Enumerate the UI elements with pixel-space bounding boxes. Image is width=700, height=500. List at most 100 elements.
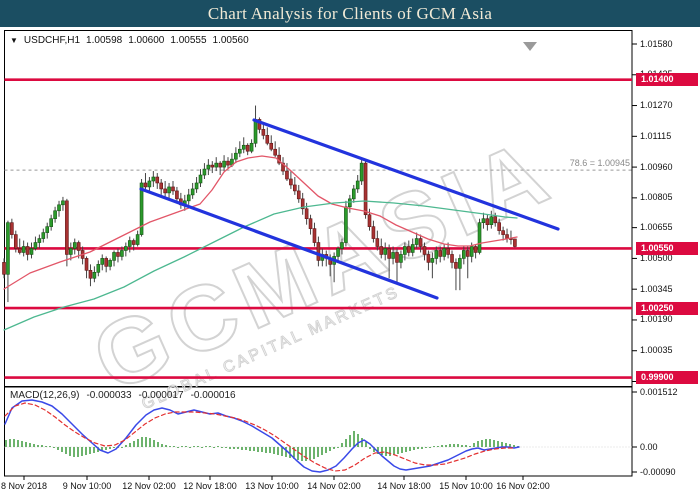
candle-body <box>29 248 34 255</box>
candle-body <box>281 162 285 172</box>
candle-body <box>469 246 474 257</box>
price-level-badge[interactable]: 1.00550 <box>636 241 698 255</box>
price-level-badge[interactable]: 1.01400 <box>636 73 698 87</box>
price-level-badge[interactable]: 0.99900 <box>636 371 698 385</box>
macd-signal-line[interactable] <box>4 402 516 472</box>
time-axis-label[interactable]: 12 Nov 18:00 <box>183 481 237 491</box>
macd-main-line[interactable] <box>4 399 520 473</box>
candle-body <box>190 188 195 196</box>
chevron-down-icon[interactable]: ▼ <box>10 35 18 45</box>
candle-body <box>336 248 340 257</box>
candle-body <box>69 248 73 255</box>
candle-body <box>493 216 498 223</box>
candle-body <box>33 242 38 249</box>
price-level-badge[interactable]: 1.00250 <box>636 301 698 315</box>
candle-body <box>41 232 46 239</box>
time-axis-label[interactable]: 14 Nov 18:00 <box>377 481 431 491</box>
candle-body <box>253 119 258 144</box>
candle-body <box>151 176 156 182</box>
candle-body <box>127 240 132 247</box>
macd-panel[interactable] <box>4 386 633 477</box>
candle-body <box>387 248 391 259</box>
candle-body <box>37 238 42 243</box>
candle-body <box>340 242 344 249</box>
candle-body <box>485 218 490 225</box>
candle-body <box>10 222 14 235</box>
price-axis-label[interactable]: 1.00655 <box>640 222 673 233</box>
candle-body <box>2 262 6 275</box>
price-axis-label[interactable]: 1.01115 <box>640 130 672 141</box>
price-axis-label[interactable]: 1.00345 <box>640 283 673 294</box>
candle-body <box>45 226 50 233</box>
main-chart-panel[interactable] <box>4 30 633 387</box>
candle-body <box>6 222 10 275</box>
macd-axis-label[interactable]: 0.001512 <box>640 386 678 397</box>
candle-body <box>513 238 517 247</box>
ma-fast-line[interactable] <box>3 155 518 290</box>
candle-body <box>214 162 219 168</box>
candle-body <box>96 264 101 273</box>
trend-channel-line[interactable] <box>139 187 439 300</box>
candle-body <box>21 246 26 253</box>
candle-body <box>124 246 128 251</box>
candle-body <box>84 258 89 271</box>
candle-body <box>241 144 246 150</box>
time-axis-label[interactable]: 12 Nov 02:00 <box>122 481 176 491</box>
trend-channel-line[interactable] <box>252 118 560 231</box>
candle-body <box>135 234 140 245</box>
time-axis-label[interactable]: 8 Nov 2018 <box>0 481 48 491</box>
candle-body <box>72 242 77 249</box>
ohlc-low: 1.00555 <box>170 35 207 46</box>
candle-body <box>17 248 22 253</box>
candle-body <box>497 222 501 231</box>
candle-body <box>300 198 305 210</box>
macd-value-main: -0.000033 <box>86 390 132 401</box>
price-axis-label[interactable]: 1.00805 <box>640 192 673 203</box>
candle-body <box>159 182 163 190</box>
candle-body <box>296 190 301 200</box>
price-axis-label[interactable]: 1.01580 <box>640 38 673 49</box>
candle-body <box>120 250 124 257</box>
price-axis-label[interactable]: 1.00960 <box>640 161 673 172</box>
candle-body <box>422 246 427 255</box>
candle-body <box>308 218 313 229</box>
time-axis-label[interactable]: 9 Nov 10:00 <box>62 481 112 491</box>
candle-body <box>25 246 30 255</box>
scroll-marker-icon[interactable] <box>523 42 537 51</box>
macd-axis-label[interactable]: -0.00090 <box>640 466 676 477</box>
candle-body <box>391 252 395 259</box>
macd-axis-label[interactable]: 0.00 <box>640 441 658 452</box>
candle-body <box>245 144 250 152</box>
candle-body <box>53 210 57 220</box>
candle-body <box>446 248 450 255</box>
price-axis-label[interactable]: 1.00190 <box>640 314 673 325</box>
candle-body <box>379 246 384 255</box>
candle-body <box>139 182 144 235</box>
candle-body <box>65 200 69 255</box>
candle-body <box>76 242 81 251</box>
candle-body <box>289 178 293 186</box>
time-axis-label[interactable]: 13 Nov 10:00 <box>245 481 299 491</box>
ma-slow-line[interactable] <box>3 200 518 331</box>
time-axis-label[interactable]: 16 Nov 02:00 <box>496 481 550 491</box>
candle-body <box>367 214 372 227</box>
price-axis-label[interactable]: 1.01270 <box>640 100 673 111</box>
candle-body <box>312 228 317 243</box>
candle-body <box>112 252 116 261</box>
candle-body <box>261 129 266 136</box>
candle-body <box>194 182 199 190</box>
time-axis-label[interactable]: 15 Nov 10:00 <box>439 481 493 491</box>
candle-body <box>186 194 191 202</box>
candle-body <box>316 242 321 261</box>
price-axis-label[interactable]: 1.00035 <box>640 345 673 356</box>
candle-body <box>454 262 458 269</box>
time-axis-label[interactable]: 14 Nov 02:00 <box>307 481 361 491</box>
price-axis-label[interactable]: 1.00500 <box>640 252 673 263</box>
fibonacci-level-label: 78.6 = 1.00945 <box>569 158 630 168</box>
candle-body <box>399 254 403 263</box>
candle-body <box>249 142 254 152</box>
candle-body <box>175 190 179 200</box>
candle-body <box>238 148 242 154</box>
